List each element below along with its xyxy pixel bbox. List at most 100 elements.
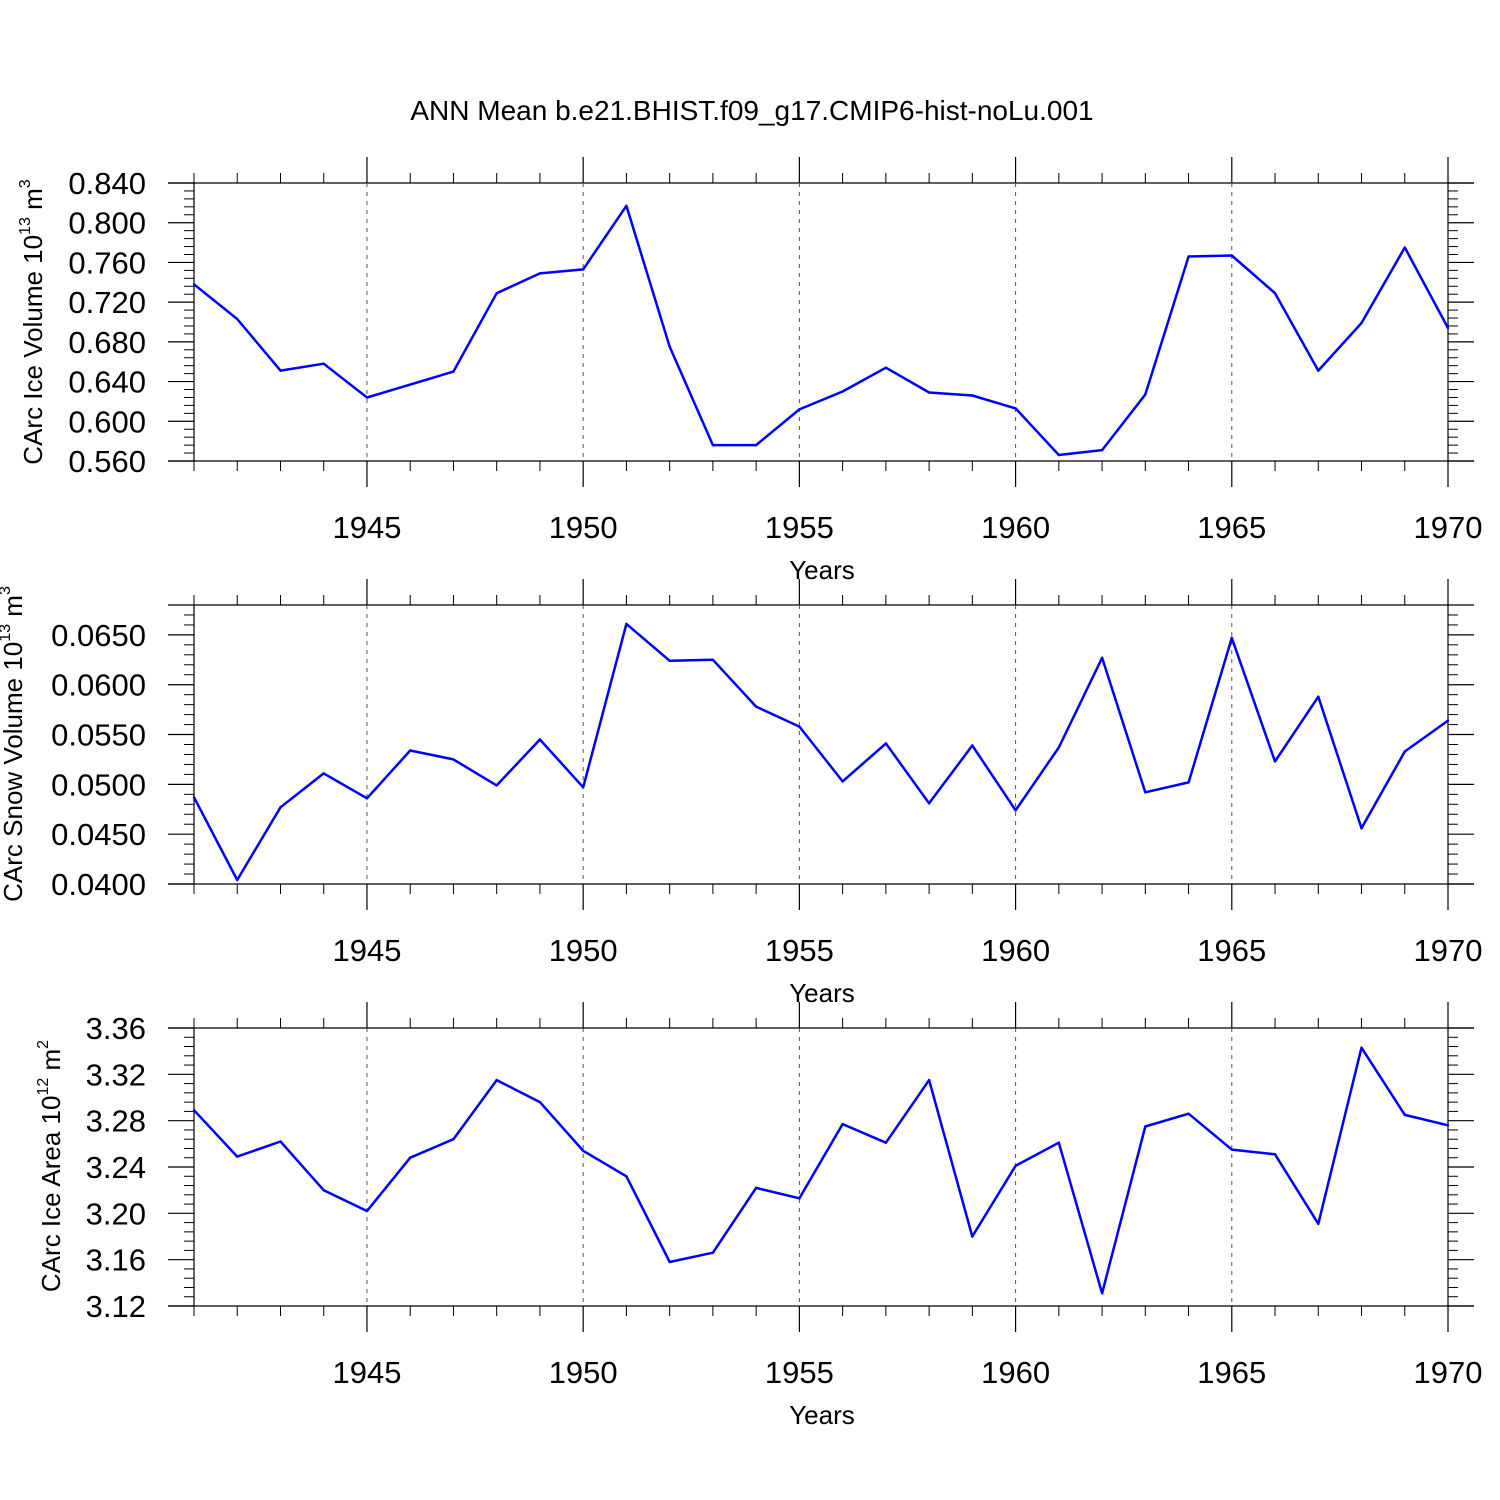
y-tick-label: 0.600	[68, 404, 146, 439]
data-point	[1144, 393, 1147, 396]
data-point	[192, 796, 196, 799]
y-axis-label: CArc Ice Volume 1013 m3	[17, 179, 48, 464]
data-point	[409, 749, 412, 752]
data-point	[798, 1197, 801, 1200]
data-point	[1230, 636, 1233, 640]
x-tick-label: 1955	[765, 933, 834, 968]
data-point	[236, 317, 239, 321]
y-tick-label: 0.0400	[51, 867, 146, 902]
figure-title: ANN Mean b.e21.BHIST.f09_g17.CMIP6-hist-…	[410, 95, 1093, 126]
x-tick-label: 1955	[765, 1355, 834, 1390]
ice-area-panel: 1945 1950 1955 1960 1965 1970 Years 3.12 3.16 3.2…	[35, 1002, 1482, 1430]
x-tick-label: 1960	[981, 1355, 1050, 1390]
data-point	[927, 391, 931, 394]
y-tick-label: 0.0600	[51, 668, 146, 703]
y-tick-label: 0.0650	[51, 618, 146, 653]
y-tick-label: 3.12	[86, 1289, 146, 1324]
data-point	[754, 443, 758, 447]
data-point	[971, 1235, 974, 1238]
data-point	[754, 1186, 758, 1190]
y-tick-label: 0.0550	[51, 718, 146, 753]
data-point	[668, 345, 671, 349]
y-tick-label: 3.32	[86, 1057, 146, 1092]
y-tick-label: 3.24	[86, 1150, 146, 1185]
data-point	[1057, 453, 1061, 457]
data-point	[798, 408, 801, 411]
data-point	[927, 1078, 931, 1082]
data-point	[884, 366, 888, 369]
snow-volume-panel: 1945 1950 1955 1960 1965 1970 Years 0.0400 0.045…	[0, 579, 1482, 1008]
data-point	[1187, 781, 1190, 784]
data-point	[581, 786, 585, 789]
data-point	[365, 797, 369, 800]
data-point	[841, 780, 844, 783]
data-point	[625, 204, 628, 208]
data-point	[538, 272, 542, 275]
data-point	[279, 1140, 282, 1143]
y-tick-label: 0.720	[68, 285, 146, 320]
y-tick-label: 0.840	[68, 166, 146, 201]
data-point	[1403, 750, 1406, 753]
y-tick-label: 3.28	[86, 1104, 146, 1139]
data-point	[884, 1141, 888, 1144]
data-point	[1014, 809, 1017, 812]
y-tick-label: 3.16	[86, 1243, 146, 1278]
x-tick-label: 1970	[1414, 1355, 1483, 1390]
data-point	[1273, 292, 1277, 295]
data-point	[365, 1209, 369, 1213]
data-point	[538, 738, 542, 741]
data-point	[1144, 791, 1147, 794]
data-point	[711, 443, 715, 447]
data-point	[279, 369, 282, 372]
data-point	[1360, 827, 1363, 830]
data-point	[798, 725, 801, 728]
data-point	[538, 1100, 542, 1104]
x-tick-label: 1955	[765, 510, 834, 545]
x-tick-label: 1945	[332, 933, 401, 968]
y-tick-label: 0.0450	[51, 817, 146, 852]
data-point	[1403, 1113, 1406, 1117]
data-point	[1317, 695, 1320, 698]
y-axis-label: CArc Ice Area 1012 m2	[35, 1040, 66, 1292]
data-point	[365, 396, 369, 399]
y-tick-label: 0.640	[68, 365, 146, 400]
data-point	[1446, 719, 1450, 722]
y-tick-label: 0.680	[68, 325, 146, 360]
series-line	[193, 204, 1450, 457]
data-point	[1057, 746, 1061, 749]
ice-volume-panel: 1945 1950 1955 1960 1965 1970 Years 0.560 0.600 0…	[17, 157, 1482, 585]
data-point	[1273, 1153, 1277, 1156]
y-tick-label: 0.800	[68, 206, 146, 241]
data-point	[192, 283, 196, 286]
data-point	[1230, 254, 1233, 257]
data-point	[1100, 656, 1104, 660]
data-point	[279, 806, 282, 809]
data-point	[625, 1175, 628, 1178]
data-point	[322, 1188, 325, 1192]
x-tick-label: 1970	[1414, 933, 1483, 968]
data-point	[971, 744, 974, 747]
data-point	[1057, 1141, 1061, 1144]
y-tick-label: 0.560	[68, 444, 146, 479]
x-tick-label: 1970	[1414, 510, 1483, 545]
y-axis-label: CArc Snow Volume 1013 m3	[0, 586, 28, 902]
data-point	[1187, 1112, 1190, 1115]
data-point	[1014, 1164, 1017, 1168]
x-tick-label: 1965	[1197, 933, 1266, 968]
data-point	[841, 390, 844, 393]
data-point	[452, 1138, 455, 1141]
x-tick-label: 1950	[549, 1355, 618, 1390]
data-point	[236, 1155, 239, 1158]
x-tick-label: 1950	[549, 510, 618, 545]
data-point	[884, 742, 888, 745]
series-line	[192, 622, 1449, 882]
data-point	[1230, 1148, 1233, 1151]
data-point	[409, 383, 412, 386]
data-point	[192, 1109, 196, 1112]
data-point	[452, 370, 455, 373]
data-point	[1446, 1124, 1450, 1127]
x-tick-label: 1965	[1197, 1355, 1266, 1390]
x-tick-label: 1945	[332, 510, 401, 545]
data-point	[625, 622, 628, 626]
